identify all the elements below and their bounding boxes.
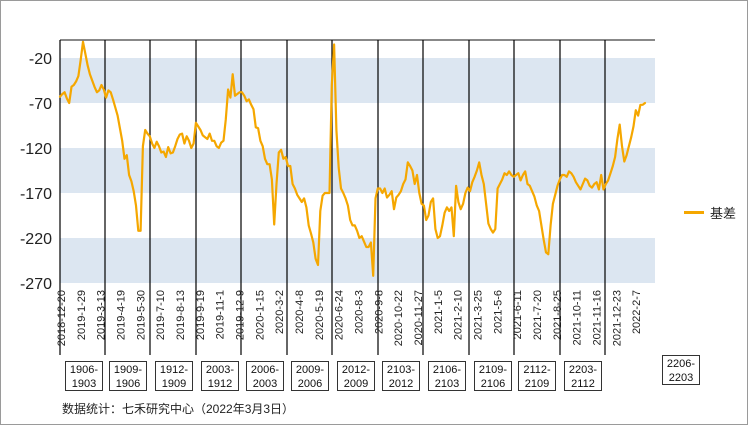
- contract-label: 1906- 1903: [65, 361, 103, 391]
- x-tick-label: 2021-7-20: [532, 290, 544, 340]
- contract-label: 2009- 2006: [291, 361, 329, 391]
- x-tick-label: 2021-2-10: [453, 290, 465, 340]
- x-tick-label: 2019-4-19: [116, 290, 128, 340]
- x-tick-label: 2021-8-25: [552, 290, 564, 340]
- contract-label: 2106- 2103: [428, 361, 466, 391]
- x-tick-label: 2020-5-19: [314, 290, 326, 340]
- grid-band: [60, 238, 655, 283]
- x-tick-label: 2020-11-27: [413, 290, 425, 345]
- contract-label: 2203- 2112: [564, 361, 602, 391]
- contract-label: 2103- 2012: [382, 361, 420, 391]
- x-tick-label: 2022-2-7: [631, 290, 643, 334]
- contract-label: 2112- 2109: [518, 361, 556, 391]
- contract-label: 1912- 1909: [155, 361, 193, 391]
- x-tick-label: 2020-4-8: [294, 290, 306, 334]
- x-tick-label: 2021-3-25: [473, 290, 485, 340]
- grid-band: [60, 148, 655, 193]
- x-tick-label: 2019-11-1: [215, 290, 227, 339]
- grid-band: [60, 58, 655, 103]
- x-tick-label: 2020-6-24: [334, 290, 346, 340]
- contract-label: 1909- 1906: [109, 361, 147, 391]
- source-note: 数据统计：七禾研究中心（2022年3月3日）: [62, 402, 295, 416]
- x-tick-label: 2019-3-13: [96, 290, 108, 340]
- x-tick-label: 2019-12-9: [235, 290, 247, 340]
- x-tick-label: 2021-6-11: [512, 290, 524, 339]
- contract-label: 2206- 2203: [662, 355, 700, 385]
- y-tick-label: -270: [20, 276, 52, 293]
- x-tick-label: 2019-1-29: [76, 290, 88, 340]
- x-tick-label: 2018-12-20: [56, 290, 68, 346]
- x-tick-label: 2020-3-2: [274, 290, 286, 334]
- x-tick-label: 2020-10-22: [393, 290, 405, 346]
- x-tick-label: 2020-9-8: [373, 290, 385, 334]
- series-line: [58, 40, 647, 277]
- contract-label: 2006- 2003: [246, 361, 284, 391]
- x-tick-label: 2021-1-5: [433, 290, 445, 334]
- x-tick-label: 2020-8-3: [354, 290, 366, 334]
- x-tick-label: 2019-7-10: [155, 290, 167, 340]
- y-tick-label: -120: [20, 141, 52, 158]
- y-tick-label: -70: [29, 96, 52, 113]
- y-tick-label: -20: [29, 51, 52, 68]
- legend: 基差: [684, 203, 736, 222]
- contract-label: 2109- 2106: [474, 361, 512, 391]
- x-tick-label: 2021-11-16: [592, 290, 604, 345]
- x-tick-label: 2021-10-11: [572, 290, 584, 345]
- x-tick-label: 2019-5-30: [135, 290, 147, 340]
- x-tick-label: 2021-5-6: [492, 290, 504, 334]
- legend-swatch: [684, 211, 704, 214]
- y-tick-label: -220: [20, 231, 52, 248]
- contract-label: 2012- 2009: [337, 361, 375, 391]
- contract-label: 2003- 1912: [201, 361, 239, 391]
- x-tick-label: 2021-12-23: [611, 290, 623, 346]
- x-tick-label: 2019-8-13: [175, 290, 187, 340]
- y-tick-label: -170: [20, 186, 52, 203]
- x-tick-label: 2019-9-19: [195, 290, 207, 340]
- legend-label: 基差: [710, 206, 737, 221]
- x-tick-label: 2020-1-15: [254, 290, 266, 340]
